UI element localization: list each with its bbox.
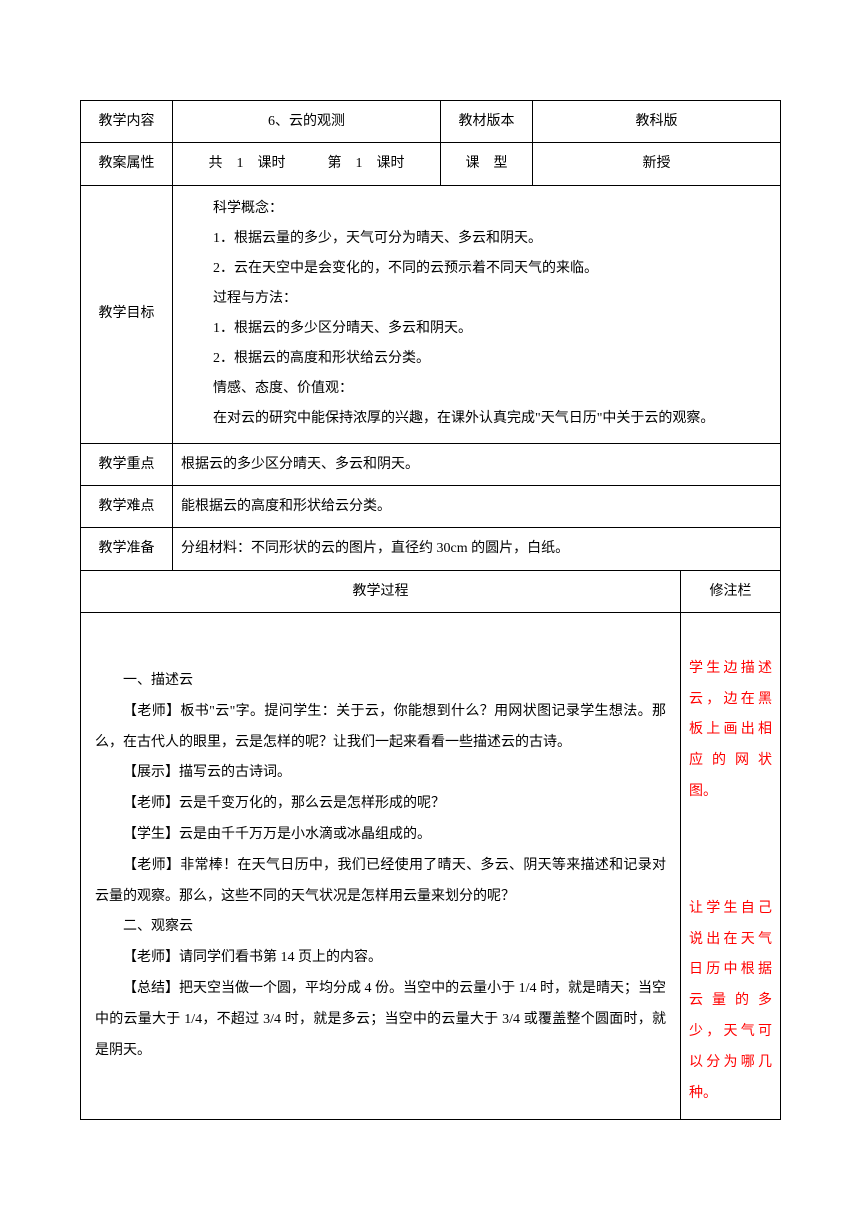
process-p3: 【展示】描写云的古诗词。 <box>95 758 666 789</box>
label-preparation: 教学准备 <box>81 528 173 570</box>
value-lesson-attribute: 共 1 课时 第 1 课时 <box>173 143 441 185</box>
header-row-2: 教案属性 共 1 课时 第 1 课时 课 型 新授 <box>81 143 781 185</box>
objectives-row: 教学目标 科学概念： 1．根据云量的多少，天气可分为晴天、多云和阴天。 2．云在… <box>81 185 781 443</box>
header-row-1: 教学内容 6、云的观测 教材版本 教科版 <box>81 101 781 143</box>
notes-body: 学生边描述云，边在黑板上画出相应的网状图。 让学生自己说出在天气日历中根据云量的… <box>681 613 781 1120</box>
process-body: 一、描述云 【老师】板书"云"字。提问学生：关于云，你能想到什么？用网状图记录学… <box>81 613 681 1120</box>
objectives-methods-title: 过程与方法： <box>185 284 768 314</box>
lesson-plan-table: 教学内容 6、云的观测 教材版本 教科版 教案属性 共 1 课时 第 1 课时 … <box>80 100 781 1120</box>
label-emphasis: 教学重点 <box>81 443 173 485</box>
process-p9: 【总结】把天空当做一个圆，平均分成 4 份。当空中的云量小于 1/4 时，就是晴… <box>95 974 666 1066</box>
value-teaching-content: 6、云的观测 <box>173 101 441 143</box>
objectives-concept-1: 1．根据云量的多少，天气可分为晴天、多云和阴天。 <box>185 224 768 254</box>
label-class-type: 课 型 <box>441 143 533 185</box>
process-p2: 【老师】板书"云"字。提问学生：关于云，你能想到什么？用网状图记录学生想法。那么… <box>95 697 666 759</box>
lesson-plan-page: 教学内容 6、云的观测 教材版本 教科版 教案属性 共 1 课时 第 1 课时 … <box>80 100 780 1120</box>
value-difficulty: 能根据云的高度和形状给云分类。 <box>173 485 781 527</box>
label-objectives: 教学目标 <box>81 185 173 443</box>
value-objectives: 科学概念： 1．根据云量的多少，天气可分为晴天、多云和阴天。 2．云在天空中是会… <box>173 185 781 443</box>
objectives-method-1: 1．根据云的多少区分晴天、多云和阴天。 <box>185 314 768 344</box>
objectives-attitude-title: 情感、态度、价值观： <box>185 374 768 404</box>
note-1: 学生边描述云，边在黑板上画出相应的网状图。 <box>689 654 772 808</box>
process-header-row: 教学过程 修注栏 <box>81 570 781 612</box>
objectives-attitude-1: 在对云的研究中能保持浓厚的兴趣，在课外认真完成"天气日历"中关于云的观察。 <box>185 404 768 434</box>
emphasis-row: 教学重点 根据云的多少区分晴天、多云和阴天。 <box>81 443 781 485</box>
label-lesson-attribute: 教案属性 <box>81 143 173 185</box>
label-notes: 修注栏 <box>681 570 781 612</box>
value-preparation: 分组材料：不同形状的云的图片，直径约 30cm 的圆片，白纸。 <box>173 528 781 570</box>
objectives-method-2: 2．根据云的高度和形状给云分类。 <box>185 344 768 374</box>
note-2: 让学生自己说出在天气日历中根据云量的多少，天气可以分为哪几种。 <box>689 894 772 1110</box>
objectives-concept-2: 2．云在天空中是会变化的，不同的云预示着不同天气的来临。 <box>185 254 768 284</box>
process-p8: 【老师】请同学们看书第 14 页上的内容。 <box>95 943 666 974</box>
label-difficulty: 教学难点 <box>81 485 173 527</box>
value-textbook-version: 教科版 <box>533 101 781 143</box>
objectives-concepts-title: 科学概念： <box>185 194 768 224</box>
process-p1: 一、描述云 <box>95 666 666 697</box>
label-textbook-version: 教材版本 <box>441 101 533 143</box>
process-p4: 【老师】云是千变万化的，那么云是怎样形成的呢？ <box>95 789 666 820</box>
label-teaching-content: 教学内容 <box>81 101 173 143</box>
notes-spacer <box>689 808 772 894</box>
process-p5: 【学生】云是由千千万万是小水滴或冰晶组成的。 <box>95 820 666 851</box>
value-class-type: 新授 <box>533 143 781 185</box>
difficulty-row: 教学难点 能根据云的高度和形状给云分类。 <box>81 485 781 527</box>
preparation-row: 教学准备 分组材料：不同形状的云的图片，直径约 30cm 的圆片，白纸。 <box>81 528 781 570</box>
value-emphasis: 根据云的多少区分晴天、多云和阴天。 <box>173 443 781 485</box>
process-body-row: 一、描述云 【老师】板书"云"字。提问学生：关于云，你能想到什么？用网状图记录学… <box>81 613 781 1120</box>
label-process: 教学过程 <box>81 570 681 612</box>
process-p6: 【老师】非常棒！在天气日历中，我们已经使用了晴天、多云、阴天等来描述和记录对云量… <box>95 851 666 913</box>
process-p7: 二、观察云 <box>95 912 666 943</box>
